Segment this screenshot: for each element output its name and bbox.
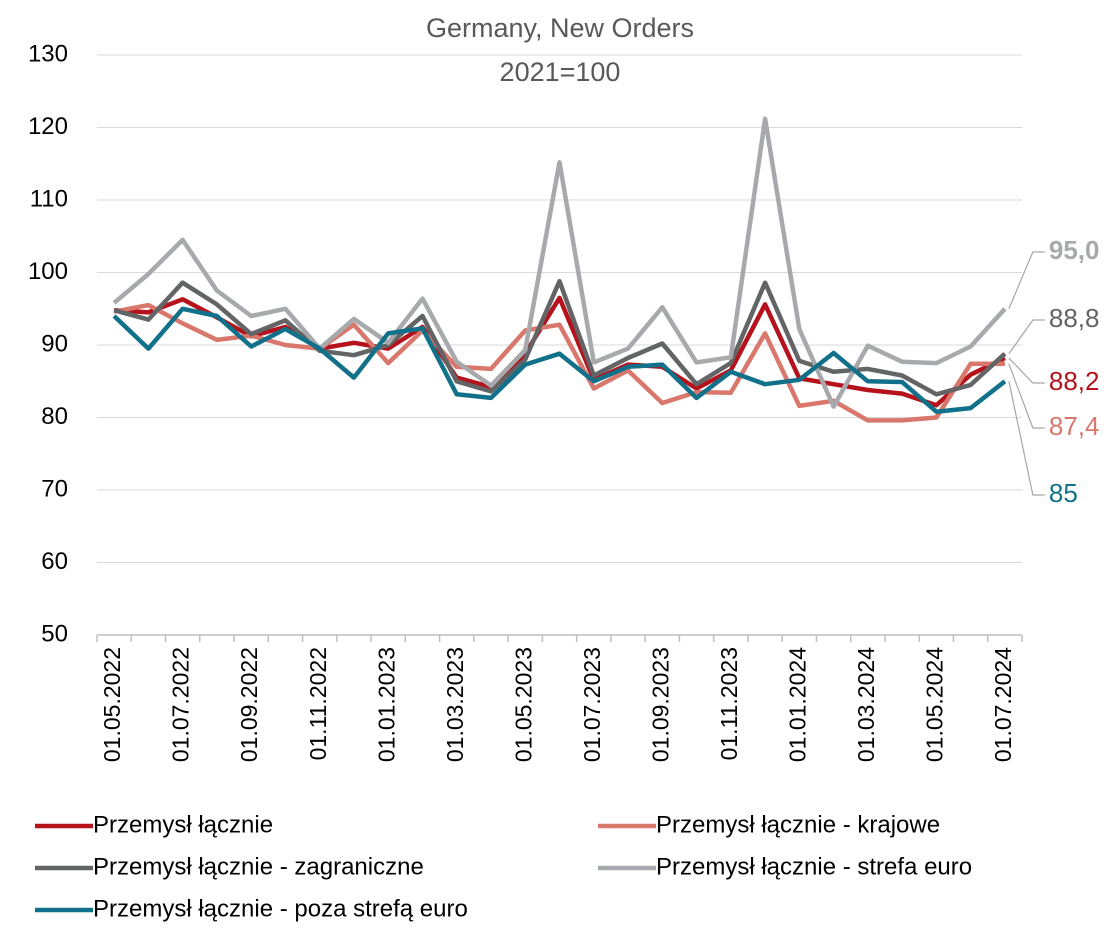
label-leader bbox=[1008, 381, 1045, 496]
legend-label: Przemysł łącznie bbox=[93, 811, 273, 838]
x-tick-label: 01.05.2023 bbox=[510, 647, 536, 762]
end-label: 85 bbox=[1049, 478, 1078, 508]
legend-label: Przemysł łącznie - zagraniczne bbox=[93, 853, 424, 880]
chart-title: Germany, New Orders bbox=[426, 13, 694, 43]
series-line bbox=[112, 306, 1007, 414]
x-tick-label: 01.11.2022 bbox=[305, 647, 331, 760]
y-tick-label: 90 bbox=[41, 330, 68, 357]
x-tick-label: 01.05.2022 bbox=[99, 647, 125, 762]
end-label: 88,8 bbox=[1049, 303, 1100, 333]
label-leader bbox=[1008, 251, 1045, 309]
end-label: 88,2 bbox=[1049, 366, 1100, 396]
series-line bbox=[113, 302, 1005, 423]
label-leader bbox=[1008, 357, 1045, 384]
y-tick-label: 60 bbox=[41, 548, 68, 575]
x-tick-label: 01.05.2024 bbox=[921, 647, 947, 762]
x-tick-label: 01.09.2023 bbox=[647, 647, 673, 762]
y-tick-label: 100 bbox=[28, 258, 68, 285]
x-tick-label: 01.09.2022 bbox=[236, 647, 262, 762]
label-leader bbox=[1008, 363, 1045, 429]
x-tick-label: 01.07.2023 bbox=[579, 647, 605, 762]
label-leader bbox=[1008, 319, 1045, 355]
x-tick-label: 01.03.2023 bbox=[442, 647, 468, 762]
end-label: 95,0 bbox=[1049, 235, 1100, 265]
chart-subtitle: 2021=100 bbox=[500, 57, 621, 87]
x-tick-label: 01.03.2024 bbox=[853, 647, 879, 762]
y-tick-label: 120 bbox=[28, 113, 68, 140]
y-tick-label: 70 bbox=[41, 475, 68, 502]
x-tick-label: 01.07.2024 bbox=[990, 647, 1016, 762]
y-tick-label: 80 bbox=[41, 403, 68, 430]
x-tick-label: 01.01.2024 bbox=[784, 647, 810, 762]
legend-label: Przemysł łącznie - poza strefą euro bbox=[93, 895, 468, 922]
series-line bbox=[112, 116, 1007, 409]
x-tick-label: 01.07.2022 bbox=[168, 647, 194, 762]
y-tick-label: 50 bbox=[41, 620, 68, 647]
y-tick-label: 110 bbox=[30, 185, 68, 212]
end-label: 87,4 bbox=[1049, 411, 1100, 441]
x-tick-label: 01.11.2023 bbox=[716, 647, 742, 760]
legend-label: Przemysł łącznie - krajowe bbox=[656, 811, 940, 838]
y-tick-label: 130 bbox=[28, 40, 68, 67]
legend-label: Przemysł łącznie - strefa euro bbox=[656, 853, 972, 880]
series-line bbox=[113, 295, 1006, 408]
x-tick-label: 01.01.2023 bbox=[373, 647, 399, 762]
